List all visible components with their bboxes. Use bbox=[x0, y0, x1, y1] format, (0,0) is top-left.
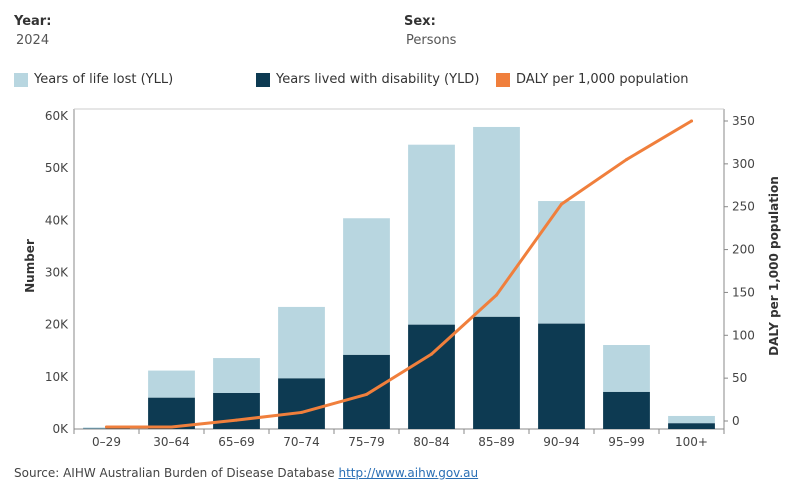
bar-yld bbox=[278, 378, 325, 429]
bar-yll bbox=[603, 345, 650, 392]
x-tick-label: 85–89 bbox=[478, 435, 515, 449]
bar-yll bbox=[668, 415, 715, 424]
y2-tick-label: 250 bbox=[732, 200, 755, 214]
y2-tick-label: 0 bbox=[732, 414, 740, 428]
legend-label-yll: Years of life lost (YLL) bbox=[34, 72, 174, 87]
y-axis-title: Number bbox=[23, 239, 37, 293]
bar-yld bbox=[213, 393, 260, 429]
bar-yll bbox=[473, 126, 520, 317]
y2-tick-label: 50 bbox=[732, 371, 747, 385]
bar-yld bbox=[408, 324, 455, 429]
y2-axis-title: DALY per 1,000 population bbox=[767, 176, 781, 356]
x-tick-label: 90–94 bbox=[543, 435, 580, 449]
legend-swatch-yld bbox=[256, 72, 270, 87]
legend-swatch-daly bbox=[496, 72, 510, 87]
sex-filter-label: Sex: bbox=[404, 14, 436, 29]
daly-point bbox=[495, 293, 498, 297]
daly-point bbox=[560, 202, 563, 206]
legend-label-daly: DALY per 1,000 population bbox=[516, 72, 689, 87]
y2-tick-label: 300 bbox=[732, 157, 755, 171]
source-text: Source: AIHW Australian Burden of Diseas… bbox=[14, 466, 335, 480]
x-tick-label: 75–79 bbox=[348, 435, 385, 449]
x-tick-label: 100+ bbox=[675, 435, 708, 449]
daly-point bbox=[235, 418, 238, 422]
y2-tick-label: 200 bbox=[732, 243, 755, 257]
bar-yll bbox=[213, 358, 260, 394]
daly-point bbox=[365, 392, 368, 396]
bar-yll bbox=[408, 144, 455, 325]
daly-point bbox=[430, 352, 433, 356]
y-tick-label: 0K bbox=[52, 422, 69, 436]
source-note: Source: AIHW Australian Burden of Diseas… bbox=[14, 466, 478, 480]
daly-point bbox=[690, 119, 693, 123]
y-tick-label: 20K bbox=[45, 318, 69, 332]
bar-yld bbox=[668, 423, 715, 429]
x-tick-label: 0–29 bbox=[92, 435, 121, 449]
bar-yll bbox=[538, 201, 585, 324]
bar-yll bbox=[278, 306, 325, 379]
daly-point bbox=[300, 410, 303, 414]
year-filter-value[interactable]: 2024 bbox=[16, 33, 50, 48]
y2-tick-label: 350 bbox=[732, 114, 755, 128]
y-tick-label: 30K bbox=[45, 266, 69, 280]
y-tick-label: 60K bbox=[45, 109, 69, 123]
source-link[interactable]: http://www.aihw.gov.au bbox=[338, 466, 479, 480]
y2-tick-label: 150 bbox=[732, 285, 755, 299]
sex-filter-value[interactable]: Persons bbox=[406, 33, 457, 48]
legend-label-yld: Years lived with disability (YLD) bbox=[276, 72, 480, 87]
x-tick-label: 95–99 bbox=[608, 435, 645, 449]
bar-yll bbox=[148, 370, 195, 398]
y-tick-label: 40K bbox=[45, 213, 69, 227]
legend-item-yll[interactable]: Years of life lost (YLL) bbox=[14, 72, 173, 87]
bar-yld bbox=[538, 323, 585, 429]
bar-yll bbox=[343, 218, 390, 355]
daly-line bbox=[105, 119, 693, 429]
year-filter-label: Year: bbox=[14, 14, 52, 29]
x-tick-label: 30–64 bbox=[153, 435, 190, 449]
bar-yld bbox=[148, 397, 195, 429]
daly-point bbox=[105, 425, 108, 429]
legend-item-yld[interactable]: Years lived with disability (YLD) bbox=[256, 72, 479, 87]
legend-swatch-yll bbox=[14, 72, 28, 87]
daly-point bbox=[170, 425, 173, 429]
bar-yld bbox=[473, 316, 520, 429]
x-tick-label: 80–84 bbox=[413, 435, 450, 449]
x-tick-label: 65–69 bbox=[218, 435, 255, 449]
bar-yld bbox=[343, 354, 390, 429]
y2-tick-label: 100 bbox=[732, 328, 755, 342]
legend-item-daly[interactable]: DALY per 1,000 population bbox=[496, 72, 689, 87]
bar-yld bbox=[603, 391, 650, 429]
y-tick-label: 50K bbox=[45, 161, 69, 175]
x-tick-label: 70–74 bbox=[283, 435, 320, 449]
y-tick-label: 10K bbox=[45, 370, 69, 384]
daly-point bbox=[625, 158, 628, 162]
